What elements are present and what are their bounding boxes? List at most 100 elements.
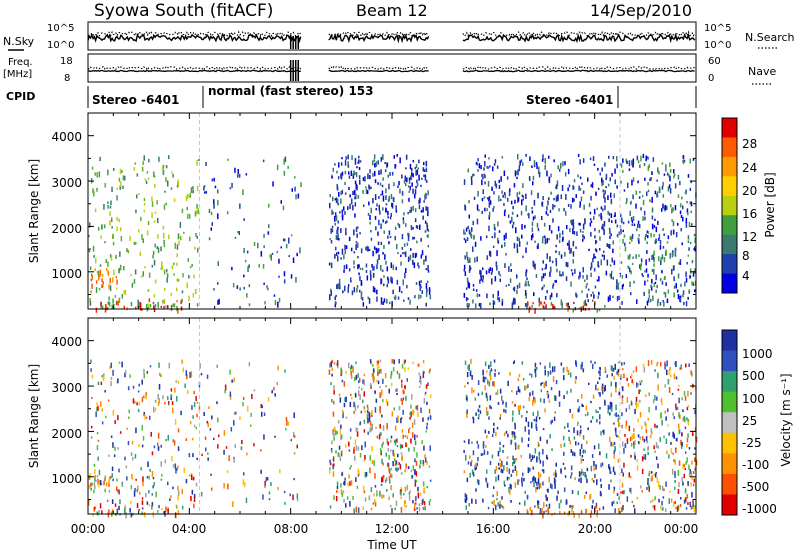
data-point [635, 366, 638, 372]
data-point [148, 159, 150, 163]
data-point [408, 447, 410, 452]
data-point [545, 211, 548, 215]
data-point [620, 374, 623, 379]
data-point [148, 475, 150, 480]
data-point [95, 257, 97, 264]
data-point [466, 277, 469, 282]
data-point [370, 361, 373, 365]
data-point [262, 264, 265, 269]
data-point [368, 416, 371, 422]
data-point [262, 159, 265, 163]
data-point [425, 255, 427, 262]
data-point [652, 254, 655, 260]
data-point [199, 363, 201, 369]
nsky-label: N.Sky [3, 35, 35, 48]
data-point [612, 466, 615, 473]
data-point [688, 473, 691, 478]
data-point [422, 370, 425, 374]
data-point [224, 384, 227, 391]
data-point [484, 174, 486, 179]
data-point [558, 208, 560, 212]
data-point [681, 442, 683, 447]
data-point [402, 220, 405, 225]
data-point [132, 385, 135, 389]
data-point [140, 216, 142, 222]
data-point [355, 361, 357, 364]
data-point [92, 245, 95, 252]
data-point [647, 189, 650, 193]
data-point [511, 302, 514, 309]
data-point [203, 412, 205, 416]
data-point [689, 501, 691, 507]
data-point [606, 374, 608, 378]
data-point [685, 497, 687, 503]
data-point [333, 362, 336, 365]
data-point [162, 169, 165, 174]
data-point [617, 282, 619, 288]
data-point [463, 229, 465, 235]
data-point [129, 374, 131, 378]
data-point [116, 279, 118, 285]
data-point [463, 179, 466, 185]
data-point [485, 376, 487, 380]
data-point [604, 162, 606, 167]
data-point [489, 200, 492, 203]
data-point [511, 211, 514, 215]
data-point [94, 208, 97, 213]
data-point [555, 462, 557, 467]
data-point [593, 163, 596, 166]
data-point [332, 196, 334, 202]
data-point [675, 403, 677, 409]
data-point [414, 208, 417, 213]
data-point [418, 265, 420, 269]
data-point [538, 171, 541, 178]
data-point [468, 229, 471, 235]
data-point [686, 201, 688, 204]
data-point [669, 188, 672, 194]
data-point [360, 291, 363, 295]
data-point [683, 301, 685, 306]
data-point [92, 513, 94, 517]
data-point [188, 295, 190, 302]
data-point [647, 273, 649, 278]
data-point [578, 478, 580, 482]
data-point [138, 229, 140, 233]
velocity-y-ticks [88, 317, 696, 500]
data-point [472, 416, 474, 419]
data-point [612, 367, 615, 372]
data-point [119, 264, 122, 268]
data-point [464, 385, 466, 388]
data-point [604, 304, 606, 308]
data-point [404, 359, 406, 363]
data-point [369, 427, 371, 433]
data-point [384, 373, 387, 379]
data-point [499, 414, 502, 417]
data-point [91, 374, 94, 379]
data-point [348, 171, 350, 175]
data-point [91, 166, 94, 170]
data-point [387, 198, 390, 202]
data-point [194, 246, 196, 250]
data-point [663, 173, 666, 176]
data-point [678, 412, 680, 417]
data-point [550, 267, 552, 273]
data-point [117, 447, 119, 450]
data-point [394, 235, 396, 241]
data-point [330, 382, 332, 385]
data-point [603, 254, 605, 261]
data-point [506, 466, 508, 472]
data-point [582, 459, 584, 462]
data-point [152, 254, 154, 259]
data-point [91, 275, 93, 280]
data-point [93, 463, 96, 467]
data-point [260, 251, 263, 257]
data-point [429, 415, 432, 420]
data-point [425, 162, 428, 167]
data-point [361, 267, 364, 271]
data-point [173, 303, 176, 308]
data-point [681, 432, 683, 436]
data-point [590, 294, 592, 297]
data-point [379, 490, 381, 497]
data-point [466, 411, 468, 418]
data-point [508, 283, 510, 286]
